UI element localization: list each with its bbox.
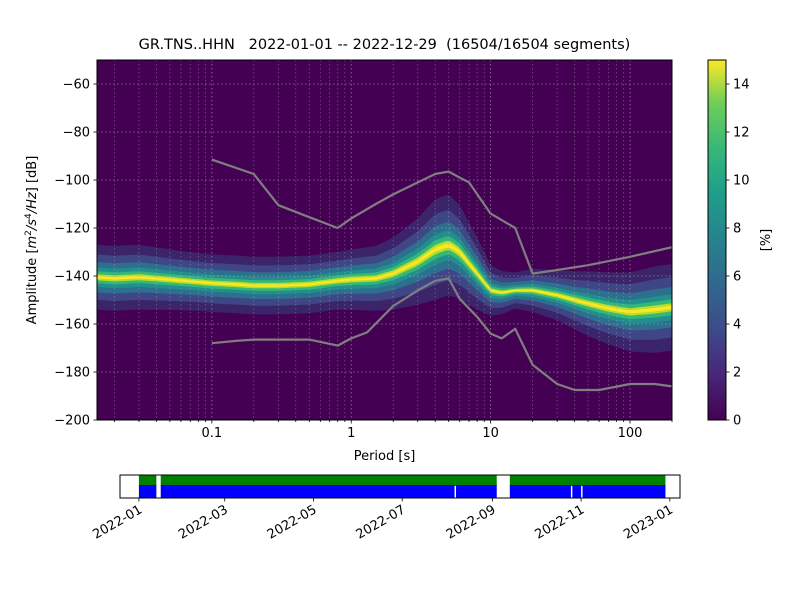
- heatmap-band-5: [97, 241, 672, 316]
- colorbar-tick-label: 14: [733, 78, 750, 93]
- colorbar-tick-label: 10: [733, 174, 750, 189]
- noise-model-lines: [211, 158, 672, 392]
- y-axis-label: Amplitude [m2/s4/Hz] [dB]: [24, 156, 40, 325]
- colorbar-tick-label: 4: [733, 318, 741, 333]
- date-tick-label: 2022-01: [90, 502, 145, 542]
- y-axis-label-exp-4: 4: [24, 213, 34, 219]
- used-span: [509, 485, 571, 498]
- x-tick-label: 100: [618, 426, 643, 441]
- x-tick-label: 10: [482, 426, 499, 441]
- y-tick-label: −120: [54, 222, 90, 237]
- heatmap-bands: [97, 195, 672, 353]
- colorbar-tick-label: 6: [733, 270, 741, 285]
- x-axis: 0.1 1 10 100: [114, 420, 673, 441]
- used-span: [456, 485, 497, 498]
- used-span: [582, 485, 666, 498]
- high-noise-model-line: [211, 158, 672, 275]
- availability-spans: [138, 475, 666, 486]
- available-span: [138, 475, 157, 486]
- y-axis-label-unit-m: m: [25, 236, 40, 249]
- y-axis-label-tail: ] [dB]: [25, 156, 40, 193]
- y-tick-label: −60: [63, 78, 90, 93]
- colorbar: 0 2 4 6 8 10 12 14 [%]: [707, 59, 774, 429]
- availability-frame: [119, 474, 681, 499]
- x-tick-label: 1: [347, 426, 355, 441]
- x-tick-label: 0.1: [202, 426, 223, 441]
- date-tick-label: 2022-09: [444, 502, 499, 542]
- y-axis: −60 −80 −100 −120 −140 −160 −180 −200: [54, 78, 97, 429]
- used-span: [138, 485, 157, 498]
- colorbar-gradient: [707, 59, 727, 421]
- date-axis: 2022-01 2022-03 2022-05 2022-07 2022-09 2022-…: [90, 498, 676, 543]
- colorbar-tick-label: 12: [733, 126, 750, 141]
- y-tick-label: −160: [54, 318, 90, 333]
- date-tick-label: 2022-03: [176, 502, 231, 542]
- colorbar-tick-label: 8: [733, 222, 741, 237]
- y-axis-label-exp-2: 2: [24, 230, 34, 236]
- colorbar-tick-label: 0: [733, 414, 741, 429]
- heatmap-plot-area: [96, 59, 673, 421]
- used-spans: [138, 485, 666, 498]
- y-tick-label: −100: [54, 174, 90, 189]
- chart-title: GR.TNS..HHN 2022-01-01 -- 2022-12-29 (16…: [138, 37, 631, 53]
- y-axis-label-unit-hz: /Hz: [25, 191, 40, 214]
- available-span: [160, 475, 497, 486]
- date-tick-label: 2023-01: [621, 502, 676, 542]
- date-tick-label: 2022-11: [533, 502, 588, 542]
- colorbar-tick-label: 2: [733, 366, 741, 381]
- grid-lines: [97, 60, 672, 420]
- y-tick-label: −200: [54, 414, 90, 429]
- low-noise-model-line: [211, 277, 672, 392]
- availability-bar: 2022-01 2022-03 2022-05 2022-07 2022-09 2022-…: [90, 474, 681, 543]
- colorbar-label: [%]: [759, 229, 774, 252]
- plot-background: [97, 60, 672, 420]
- y-axis-label-unit-s: /s: [25, 219, 40, 231]
- date-tick-label: 2022-05: [265, 502, 320, 542]
- y-tick-label: −80: [63, 126, 90, 141]
- colorbar-ticks: 0 2 4 6 8 10 12 14: [726, 78, 750, 429]
- date-tick-label: 2022-07: [354, 502, 409, 542]
- y-tick-label: −180: [54, 366, 90, 381]
- plot-frame: [96, 59, 673, 421]
- y-tick-label: −140: [54, 270, 90, 285]
- available-span: [509, 475, 666, 486]
- used-span: [572, 485, 582, 498]
- y-axis-label-main: Amplitude [: [25, 248, 40, 324]
- used-span: [160, 485, 455, 498]
- x-axis-label: Period [s]: [354, 449, 416, 464]
